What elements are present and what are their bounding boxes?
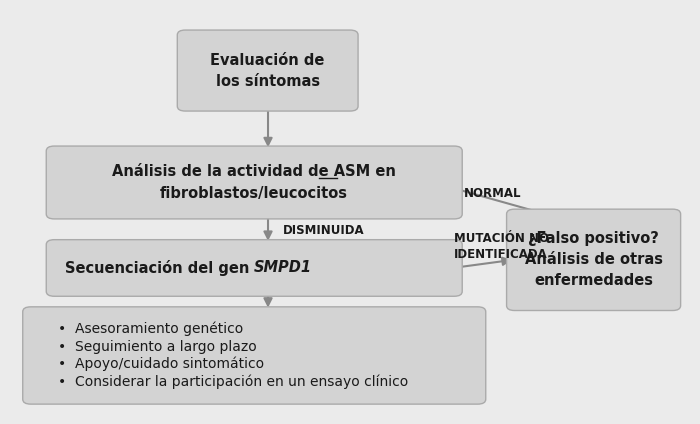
Text: fibroblastos/leucocitos: fibroblastos/leucocitos — [160, 187, 348, 201]
Text: •  Considerar la participación en un ensayo clínico: • Considerar la participación en un ensa… — [57, 374, 408, 389]
Text: ¿Falso positivo?
Análisis de otras
enfermedades: ¿Falso positivo? Análisis de otras enfer… — [524, 232, 663, 288]
Text: SMPD1: SMPD1 — [254, 260, 312, 276]
Text: •  Seguimiento a largo plazo: • Seguimiento a largo plazo — [57, 340, 256, 354]
Text: Evaluación de
los síntomas: Evaluación de los síntomas — [211, 53, 325, 89]
FancyBboxPatch shape — [46, 146, 462, 219]
FancyBboxPatch shape — [177, 30, 358, 111]
Text: DISMINUIDA: DISMINUIDA — [283, 224, 365, 237]
FancyBboxPatch shape — [22, 307, 486, 404]
Text: •  Apoyo/cuidado sintomático: • Apoyo/cuidado sintomático — [57, 357, 264, 371]
Text: MUTACIÓN NO
IDENTIFICADA: MUTACIÓN NO IDENTIFICADA — [454, 232, 550, 261]
Text: •  Asesoramiento genético: • Asesoramiento genético — [57, 322, 243, 337]
Text: Secuenciación del gen: Secuenciación del gen — [64, 260, 254, 276]
FancyBboxPatch shape — [46, 240, 462, 296]
Text: NORMAL: NORMAL — [464, 187, 522, 200]
Text: Análisis de la actividad de ASM en: Análisis de la actividad de ASM en — [112, 164, 396, 179]
FancyBboxPatch shape — [507, 209, 680, 310]
